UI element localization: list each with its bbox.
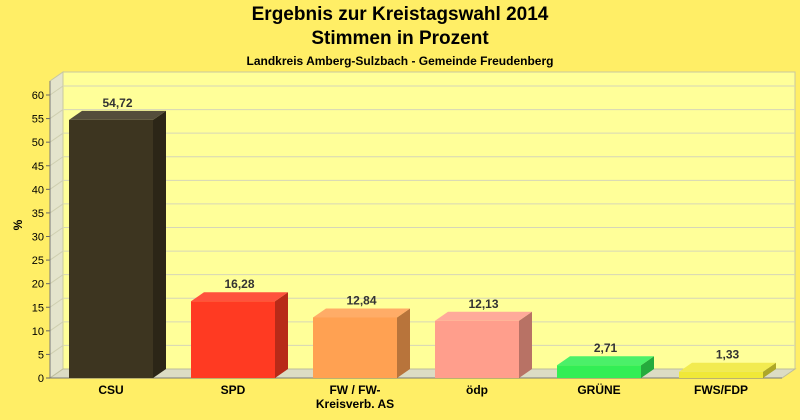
bar-top [69,110,166,120]
gridline-depth [49,179,64,190]
gridline-depth [49,132,64,143]
x-tick-label: FW / FW-Kreisverb. AS [316,383,394,411]
bar-value-label: 1,33 [716,348,740,362]
bar [313,317,397,378]
gridline-depth [49,156,64,167]
chart-title: Ergebnis zur Kreistagswahl 2014 [251,4,549,25]
bar-value-label: 2,71 [594,341,618,355]
bar-side [519,311,532,378]
chart-subtitle: Stimmen in Prozent [311,28,489,49]
y-tick-label: 60 [32,90,44,102]
bar-side [153,110,166,379]
y-axis-label: % [11,219,25,230]
gridline-depth [49,250,64,261]
bar-side [275,292,288,378]
y-tick-label: 30 [32,232,44,244]
gridline-depth [49,227,64,237]
x-tick-label: FWS/FDP [694,383,748,397]
bar-value-label: 12,84 [346,293,376,307]
x-tick-label: GRÜNE [577,382,620,397]
bar-top [191,292,288,302]
y-tick-label: 5 [38,349,44,361]
bar [69,119,153,379]
bar-side [763,362,776,378]
y-tick-label: 50 [32,137,44,149]
bar-top [435,311,532,321]
gridline-depth [49,109,64,119]
bar-top [557,356,654,366]
bar [435,320,519,378]
y-tick-label: 15 [32,302,44,314]
y-tick-label: 45 [32,161,44,173]
plot-left-wall [49,71,64,379]
gridline-depth [49,321,64,332]
gridline-depth [49,85,64,96]
bar-value-label: 12,13 [468,297,498,311]
bar-top [313,308,410,318]
y-tick-label: 20 [32,279,44,291]
bar [557,365,641,378]
bar [191,301,275,378]
y-tick-label: 40 [32,184,44,196]
bar [679,371,763,378]
y-tick-label: 55 [32,114,44,126]
chart-caption: Landkreis Amberg-Sulzbach - Gemeinde Fre… [246,54,554,68]
bar-value-label: 16,28 [224,277,254,291]
gridline-depth [49,274,64,285]
gridline-depth [49,203,64,214]
x-tick-label: ödp [466,383,488,397]
plot-background [62,71,796,370]
y-tick-label: 0 [38,373,44,385]
bar-value-label: 54,72 [102,96,132,110]
x-tick-label: CSU [98,383,123,397]
y-tick-label: 25 [32,255,44,267]
bar-side [641,356,654,378]
bar-top [679,362,776,372]
y-tick-label: 35 [32,208,44,220]
bar-side [397,308,410,378]
gridline-depth [49,345,64,355]
gridline-depth [49,297,64,308]
y-tick-label: 10 [32,326,44,338]
x-tick-label: SPD [221,383,246,397]
